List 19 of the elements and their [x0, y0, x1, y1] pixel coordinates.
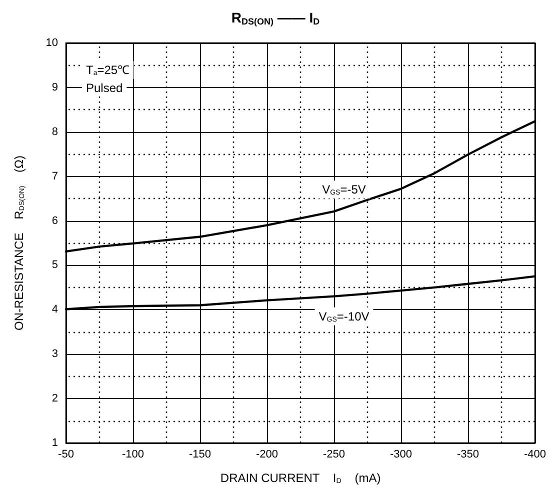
y-tick-label: 9 — [52, 81, 58, 94]
x-tick-label: -250 — [322, 448, 346, 460]
y-tick-label: 7 — [52, 170, 58, 182]
y-tick-label: 8 — [52, 126, 58, 138]
x-tick-label: -300 — [390, 448, 412, 460]
y-tick-label: 10 — [46, 37, 58, 49]
x-tick-label: -50 — [58, 448, 74, 460]
annotation: Pulsed — [86, 81, 123, 95]
x-tick-label: -400 — [524, 448, 546, 460]
x-tick-label: -150 — [188, 448, 212, 460]
x-tick-label: -350 — [456, 448, 480, 460]
x-tick-label: -200 — [256, 448, 278, 460]
y-tick-label: 5 — [52, 259, 58, 272]
y-tick-label: 2 — [52, 392, 58, 405]
y-tick-label: 4 — [52, 304, 58, 316]
y-tick-label: 3 — [52, 348, 58, 360]
y-tick-label: 1 — [52, 437, 58, 449]
x-tick-label: -100 — [122, 448, 144, 460]
y-tick-label: 6 — [52, 214, 58, 227]
